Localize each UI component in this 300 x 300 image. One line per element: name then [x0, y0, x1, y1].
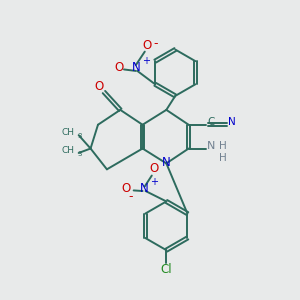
Text: N: N — [140, 182, 149, 195]
Text: H: H — [219, 153, 227, 163]
Text: C: C — [207, 117, 214, 127]
Text: O: O — [149, 162, 158, 175]
Text: N: N — [228, 117, 236, 127]
Text: Cl: Cl — [160, 263, 172, 276]
Text: -: - — [154, 37, 158, 50]
Text: N: N — [207, 141, 215, 151]
Text: O: O — [95, 80, 104, 94]
Text: H: H — [219, 141, 227, 151]
Text: CH: CH — [62, 128, 75, 137]
Text: 3: 3 — [77, 151, 82, 157]
Text: 3: 3 — [77, 133, 82, 139]
Text: O: O — [114, 61, 123, 74]
Text: N: N — [161, 156, 170, 169]
Text: N: N — [131, 61, 140, 74]
Text: CH: CH — [62, 146, 75, 155]
Text: O: O — [122, 182, 131, 194]
Text: +: + — [142, 56, 150, 66]
Text: -: - — [128, 190, 133, 203]
Text: O: O — [142, 39, 152, 52]
Text: +: + — [151, 177, 158, 187]
